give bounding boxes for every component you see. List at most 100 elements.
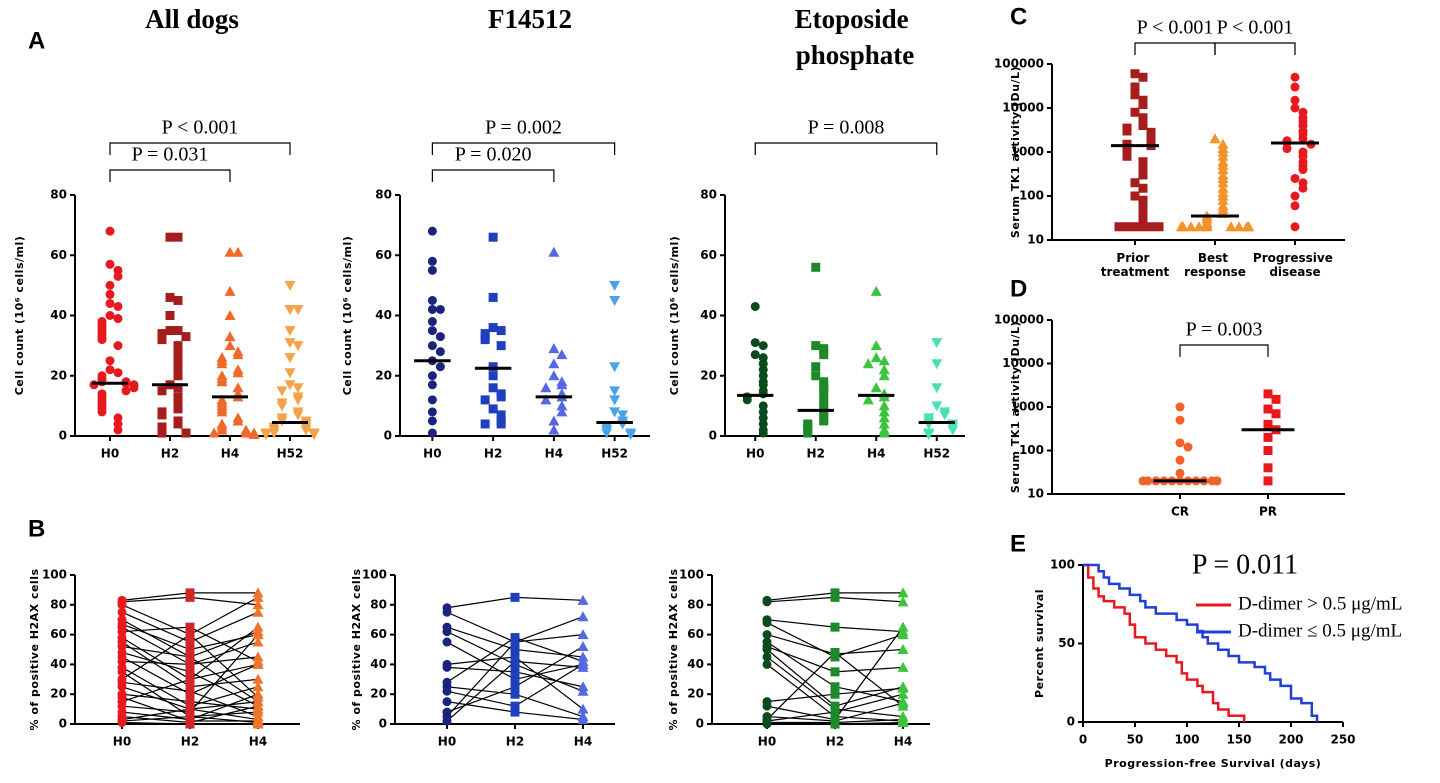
x-tick-label: H2 [506, 735, 524, 749]
data-point [89, 380, 99, 390]
data-point [185, 622, 195, 632]
data-point [830, 622, 840, 632]
data-point [1114, 222, 1124, 232]
data-point [1130, 82, 1140, 92]
data-point [897, 587, 909, 598]
data-point [435, 362, 445, 372]
data-point [1122, 222, 1132, 232]
x-tick-label: 150 [1226, 733, 1251, 747]
x-tick-label: H2 [826, 735, 844, 749]
data-point [1138, 170, 1148, 180]
y-tick-label: 100 [42, 568, 67, 582]
data-point [577, 641, 589, 652]
data-point [496, 419, 506, 429]
p-value: P = 0.031 [132, 144, 209, 166]
data-point [252, 621, 264, 632]
y-axis-label: Percent survival [1033, 589, 1046, 698]
data-point [292, 304, 304, 315]
data-point [442, 662, 452, 672]
data-point [113, 271, 123, 281]
data-point [185, 592, 195, 602]
data-point [556, 349, 568, 360]
survival-curve [1083, 563, 1246, 722]
data-point [1271, 409, 1281, 419]
data-point [117, 600, 127, 610]
y-tick-label: 100 [362, 568, 387, 582]
data-point [252, 651, 264, 662]
data-point [427, 326, 437, 336]
data-point [897, 700, 909, 711]
data-point [252, 688, 264, 699]
x-tick-label: H0 [758, 735, 776, 749]
data-point [488, 371, 498, 381]
panel-title: Etoposide phosphate [795, 4, 916, 70]
data-point [435, 304, 445, 314]
data-point [540, 394, 552, 405]
data-point [252, 681, 264, 692]
data-point [1130, 69, 1140, 79]
data-point [173, 371, 183, 381]
data-point [216, 424, 228, 435]
y-tick-label: 20 [700, 368, 717, 382]
data-point [1271, 394, 1281, 404]
x-tick-label: H2 [161, 447, 179, 461]
data-point [1138, 476, 1148, 486]
data-point [556, 406, 568, 417]
y-tick-label: 0 [1067, 715, 1075, 729]
data-point [480, 419, 490, 429]
text-line: response [1184, 265, 1246, 279]
data-point [931, 338, 943, 349]
data-point [510, 682, 520, 692]
data-point [292, 395, 304, 406]
x-tick-label: H2 [807, 447, 825, 461]
data-point [224, 340, 236, 351]
data-point [1138, 183, 1148, 193]
data-point [113, 425, 123, 435]
data-point [862, 358, 874, 369]
data-point [762, 630, 772, 640]
y-tick-label: 80 [700, 188, 717, 202]
data-point [548, 370, 560, 381]
data-point [232, 367, 244, 378]
data-point [870, 352, 882, 363]
panel-letter: D [1010, 275, 1027, 302]
x-tick-label: H4 [545, 447, 563, 461]
panel-title: All dogs [145, 4, 239, 34]
data-point [577, 629, 589, 640]
data-point [1201, 221, 1213, 232]
data-point [1217, 150, 1229, 161]
data-point [185, 637, 195, 647]
y-tick-label: 80 [50, 597, 67, 611]
data-point [121, 386, 131, 396]
data-point [577, 714, 589, 725]
data-point [1138, 121, 1148, 131]
data-point [173, 232, 183, 242]
data-point [427, 304, 437, 314]
data-point [1185, 221, 1197, 232]
text-line: treatment [1101, 265, 1170, 279]
data-point [427, 256, 437, 266]
data-point [1138, 222, 1148, 232]
data-point [442, 686, 452, 696]
data-point [284, 326, 296, 337]
x-tick-label: H2 [181, 735, 199, 749]
data-point [268, 428, 280, 439]
y-tick-label: 60 [50, 248, 67, 262]
data-point [609, 395, 621, 406]
x-tick-label: H4 [249, 735, 267, 749]
data-point [897, 621, 909, 632]
data-point [157, 428, 167, 438]
data-point [1290, 82, 1300, 92]
data-point [488, 292, 498, 302]
y-tick-label: 100 [1019, 189, 1044, 203]
data-point [165, 292, 175, 302]
panel-title: F14512 [488, 4, 572, 34]
data-point [427, 265, 437, 275]
comparison-bracket [431, 169, 555, 182]
data-point [185, 667, 195, 677]
data-point [488, 404, 498, 414]
data-point [181, 332, 191, 342]
comparison-bracket [109, 142, 291, 155]
data-point [758, 428, 768, 438]
data-point [157, 410, 167, 420]
